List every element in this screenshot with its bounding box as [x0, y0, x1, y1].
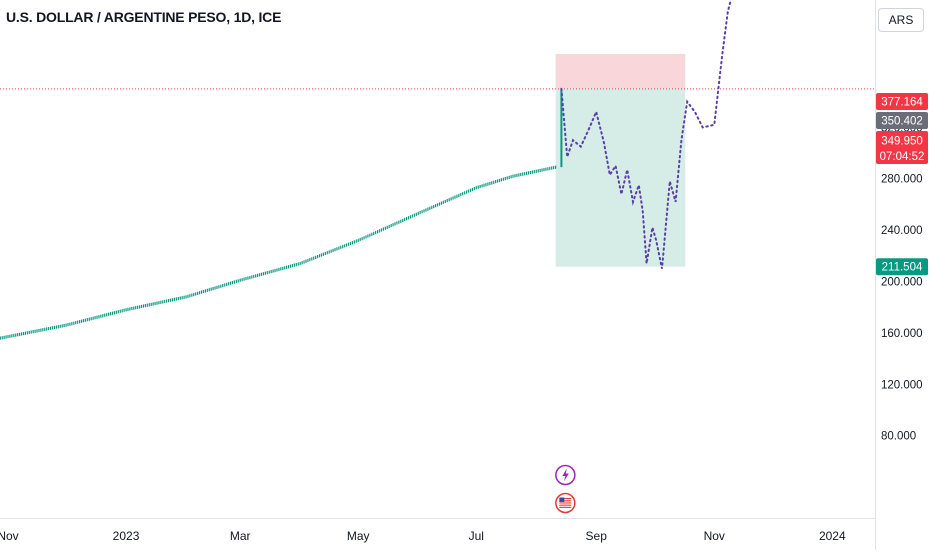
last-price-label [876, 131, 928, 164]
y-tick-label: 80.000 [881, 431, 916, 443]
projection-line[interactable] [560, 0, 756, 269]
y-tick-label: 160.000 [881, 328, 923, 340]
flag-canton [559, 497, 565, 502]
y-tick-label: 120.000 [881, 379, 923, 391]
entry-price-label-text: 350.402 [881, 116, 923, 128]
x-tick-label: Sep [586, 529, 608, 543]
flag-stripe [559, 500, 572, 502]
x-tick-label: Jul [469, 529, 484, 543]
symbol-title[interactable]: U.S. DOLLAR / ARGENTINE PESO, 1D, ICE [6, 9, 282, 25]
take-profit-zone[interactable] [555, 88, 686, 267]
flag-stripe [559, 502, 572, 504]
x-tick-label: Mar [230, 529, 251, 543]
x-tick-label: May [347, 529, 370, 543]
x-tick-label: 2024 [819, 529, 846, 543]
countdown-text: 07:04:52 [880, 151, 925, 163]
x-tick-label: 2023 [113, 529, 140, 543]
entry-price-label [876, 112, 928, 129]
flag-stripe [559, 506, 572, 508]
y-tick-label: 280.000 [881, 174, 923, 186]
y-tick-label: 240.000 [881, 225, 923, 237]
y-tick-label: 200.000 [881, 277, 923, 289]
x-tick-label: Nov [704, 529, 725, 543]
target-price-label-text: 211.504 [882, 262, 923, 274]
flag-stripe [559, 498, 572, 500]
stop-loss-zone[interactable] [555, 53, 686, 89]
last-price-text: 349.950 [881, 136, 923, 148]
currency-button[interactable]: ARS [878, 8, 924, 32]
lightning-glyph [562, 468, 569, 482]
x-tick-label: Nov [0, 529, 19, 543]
stop-price-label [876, 93, 928, 110]
stop-price-label-text: 377.164 [881, 97, 923, 109]
target-price-label [876, 258, 928, 276]
flag-stripe [559, 504, 572, 506]
